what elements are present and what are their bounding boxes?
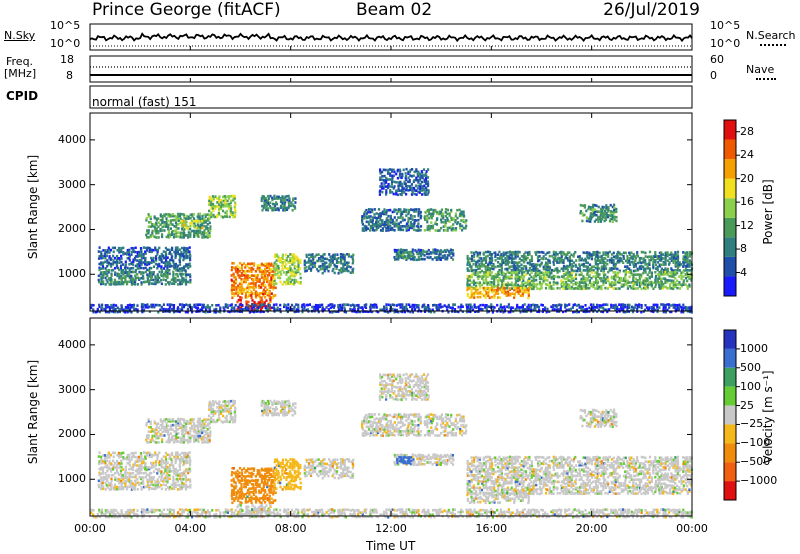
velocity-colorbar-tick-label: −1000 [740, 474, 778, 488]
velocity-ylabel: Slant Range [km] [26, 359, 40, 465]
power-ylabel: Slant Range [km] [26, 154, 40, 260]
power-ytick-label: 4000 [58, 132, 86, 146]
power-colorbar-cell [724, 120, 736, 140]
nsky-tick-top: 10^5 [50, 19, 81, 32]
power-colorbar-cell [724, 198, 736, 218]
velocity-ytick-label: 3000 [58, 382, 86, 396]
freq-unit-label: [MHz] [4, 67, 37, 80]
cpid-label: CPID [6, 89, 39, 103]
velocity-colorbar-tick-label: 1000 [740, 341, 768, 355]
nsearch-label: N.Search [746, 29, 796, 42]
power-colorbar-cell [724, 237, 736, 257]
velocity-colorbar-cell [724, 405, 736, 425]
cpid-value: normal (fast) 151 [92, 95, 197, 109]
power-echoes [90, 167, 694, 314]
velocity-colorbar-cell [724, 330, 736, 349]
power-colorbar-tick-label: 16 [740, 195, 754, 209]
power-ytick-label: 2000 [58, 222, 86, 236]
power-colorbar-tick-label: 20 [740, 171, 754, 185]
xtick-label: 08:00 [274, 522, 307, 535]
power-ytick-label: 3000 [58, 177, 86, 191]
xtick-label: 00:00 [676, 522, 708, 535]
velocity-colorbar-tick-label: 25 [740, 398, 754, 412]
freq-tick-bottom: 8 [66, 69, 73, 82]
power-colorbar-cell [724, 178, 736, 199]
power-colorbar-tick-label: 4 [740, 265, 747, 279]
nsearch-tick-bottom: 10^0 [710, 37, 741, 50]
velocity-ytick-label: 4000 [58, 337, 86, 351]
xtick-label: 00:00 [74, 522, 106, 535]
power-colorbar-cell [724, 276, 736, 296]
velocity-colorbar-cell [724, 443, 736, 463]
xtick-label: 20:00 [575, 522, 608, 535]
nsearch-tick-top: 10^5 [710, 19, 741, 32]
nave-tick-top: 60 [710, 53, 724, 66]
nave-legend-line [756, 78, 776, 80]
cpid-panel-frame [89, 85, 693, 109]
power-colorbar-cell [724, 256, 736, 277]
xaxis-label: Time UT [366, 539, 416, 553]
velocity-colorbar-frame [723, 329, 737, 501]
velocity-colorbar-tick-label: −25 [740, 417, 764, 431]
beam-title: Beam 02 [356, 0, 433, 20]
velocity-echoes [90, 372, 694, 519]
power-colorbar-frame [723, 119, 737, 297]
freq-label: Freq. [6, 55, 34, 68]
velocity-colorbar-cell [724, 424, 736, 444]
xtick-label: 12:00 [375, 522, 407, 535]
power-colorbar-tick-label: 28 [740, 124, 754, 138]
nave-tick-bottom: 0 [710, 69, 717, 82]
velocity-colorbar-tick-label: 500 [740, 360, 761, 374]
power-ytick-label: 1000 [58, 267, 86, 281]
power-colorbar-label: Power [dB] [761, 179, 775, 245]
power-colorbar-tick-label: 12 [740, 218, 754, 232]
velocity-colorbar-cell [724, 367, 736, 387]
velocity-colorbar-tick-label: −100 [740, 436, 771, 450]
nsky-label: N.Sky [4, 29, 36, 42]
power-colorbar-cell [724, 139, 736, 160]
velocity-ytick-label: 2000 [58, 427, 86, 441]
velocity-colorbar-cell [724, 348, 736, 368]
xtick-label: 16:00 [475, 522, 508, 535]
velocity-colorbar-tick-label: 100 [740, 379, 761, 393]
nsky-tick-bottom: 10^0 [50, 37, 81, 50]
velocity-colorbar-tick-label: −500 [740, 455, 771, 469]
power-colorbar-cell [724, 159, 736, 179]
freq-tick-top: 18 [60, 53, 74, 66]
nsearch-legend-line [760, 44, 786, 46]
velocity-colorbar-cell [724, 462, 736, 482]
power-colorbar-tick-label: 24 [740, 148, 754, 162]
date-title: 26/Jul/2019 [603, 0, 700, 20]
power-colorbar-cell [724, 217, 736, 238]
velocity-colorbar-cell [724, 386, 736, 406]
nsky-trace [89, 32, 693, 43]
station-title: Prince George (fitACF) [92, 0, 281, 20]
nave-label: Nave [746, 63, 775, 76]
power-colorbar-tick-label: 8 [740, 242, 747, 256]
velocity-colorbar-cell [724, 481, 736, 500]
xtick-label: 04:00 [174, 522, 207, 535]
velocity-ytick-label: 1000 [58, 472, 86, 486]
